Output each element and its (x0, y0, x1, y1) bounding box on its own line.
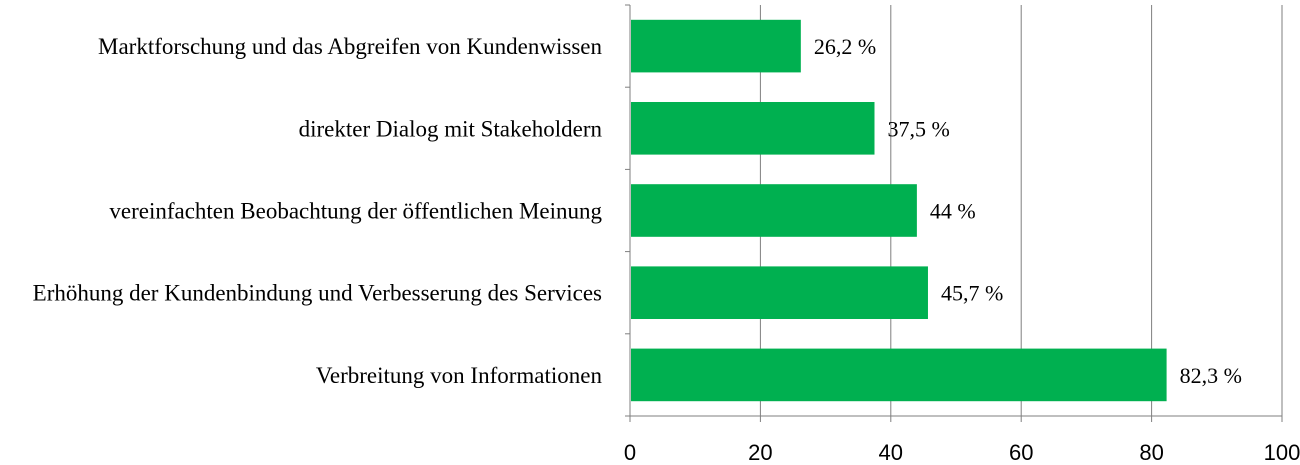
labels: 0 20 40 60 80 100 Marktforschung und das Abgre… (33, 34, 1300, 465)
x-tick-label-20: 20 (748, 440, 772, 465)
value-label-2: 44 % (930, 199, 976, 224)
value-label-4: 82,3 % (1180, 363, 1242, 388)
value-label-0: 26,2 % (814, 34, 876, 59)
bar-1 (631, 101, 875, 155)
x-tick-label-80: 80 (1139, 440, 1163, 465)
axes (625, 4, 1283, 422)
gridlines (759, 5, 1283, 416)
category-label-0: Marktforschung und das Abgreifen von Kun… (98, 34, 602, 59)
value-label-1: 37,5 % (888, 116, 950, 141)
x-tick-label-40: 40 (879, 440, 903, 465)
x-tick-label-60: 60 (1009, 440, 1033, 465)
value-label-3: 45,7 % (941, 281, 1003, 306)
x-tick-label-100: 100 (1264, 440, 1300, 465)
category-label-2: vereinfachten Beobachtung der öffentlich… (109, 199, 602, 224)
category-label-3: Erhöhung der Kundenbindung und Verbesser… (33, 281, 602, 306)
x-tick-label-0: 0 (624, 440, 636, 465)
bars (631, 19, 1167, 402)
category-label-4: Verbreitung von Informationen (316, 363, 603, 388)
bar-2 (631, 184, 917, 237)
bar-0 (631, 19, 801, 73)
bar-4 (631, 348, 1167, 402)
bar-3 (631, 266, 928, 320)
category-label-1: direkter Dialog mit Stakeholdern (299, 116, 603, 141)
